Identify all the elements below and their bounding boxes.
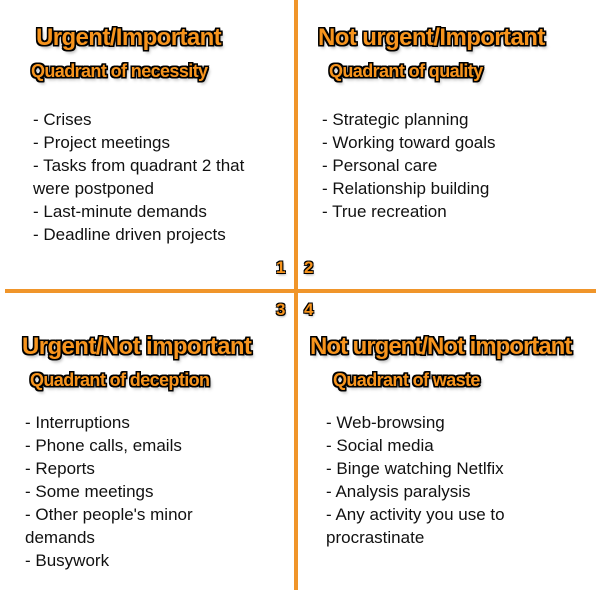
quadrant-3-list: - Interruptions - Phone calls, emails - … bbox=[25, 411, 245, 572]
list-item: - Personal care bbox=[322, 156, 438, 175]
quadrant-3-number: 3 bbox=[276, 300, 286, 319]
quadrant-4-subtitle: Quadrant of waste bbox=[333, 370, 480, 390]
list-item: - Some meetings bbox=[25, 482, 154, 501]
list-item: - Phone calls, emails bbox=[25, 436, 182, 455]
list-item: - Binge watching Netlfix bbox=[326, 459, 504, 478]
quadrant-4-title: Not urgent/Not important bbox=[310, 333, 572, 360]
list-item: - Social media bbox=[326, 436, 434, 455]
quadrant-4-list: - Web-browsing - Social media - Binge wa… bbox=[326, 411, 541, 549]
list-item: - Interruptions bbox=[25, 413, 130, 432]
quadrant-2-title: Not urgent/Important bbox=[318, 24, 545, 51]
list-item: - Web-browsing bbox=[326, 413, 445, 432]
quadrant-1-title: Urgent/Important bbox=[36, 24, 222, 51]
list-item: - Last-minute demands bbox=[33, 202, 207, 221]
list-item: - Any activity you use to procrastinate bbox=[326, 505, 505, 547]
list-item: - True recreation bbox=[322, 202, 447, 221]
list-item: - Project meetings bbox=[33, 133, 170, 152]
vertical-axis bbox=[294, 0, 298, 590]
quadrant-3-title: Urgent/Not important bbox=[22, 333, 252, 360]
list-item: - Relationship building bbox=[322, 179, 490, 198]
list-item: - Crises bbox=[33, 110, 92, 129]
quadrant-3-subtitle: Quadrant of deception bbox=[30, 370, 210, 390]
quadrant-2-number: 2 bbox=[304, 258, 314, 277]
list-item: - Tasks from quadrant 2 that were postpo… bbox=[33, 156, 245, 198]
list-item: - Other people's minor demands bbox=[25, 505, 193, 547]
list-item: - Working toward goals bbox=[322, 133, 496, 152]
quadrant-4-number: 4 bbox=[304, 300, 314, 319]
list-item: - Deadline driven projects bbox=[33, 225, 226, 244]
quadrant-2-subtitle: Quadrant of quality bbox=[329, 61, 483, 81]
list-item: - Analysis paralysis bbox=[326, 482, 471, 501]
list-item: - Reports bbox=[25, 459, 95, 478]
quadrant-1-list: - Crises - Project meetings - Tasks from… bbox=[33, 108, 283, 246]
quadrant-1-number: 1 bbox=[276, 258, 286, 277]
quadrant-2-list: - Strategic planning - Working toward go… bbox=[322, 108, 582, 223]
quadrant-1-subtitle: Quadrant of necessity bbox=[31, 61, 208, 81]
list-item: - Strategic planning bbox=[322, 110, 469, 129]
horizontal-axis bbox=[5, 289, 596, 293]
list-item: - Busywork bbox=[25, 551, 110, 570]
